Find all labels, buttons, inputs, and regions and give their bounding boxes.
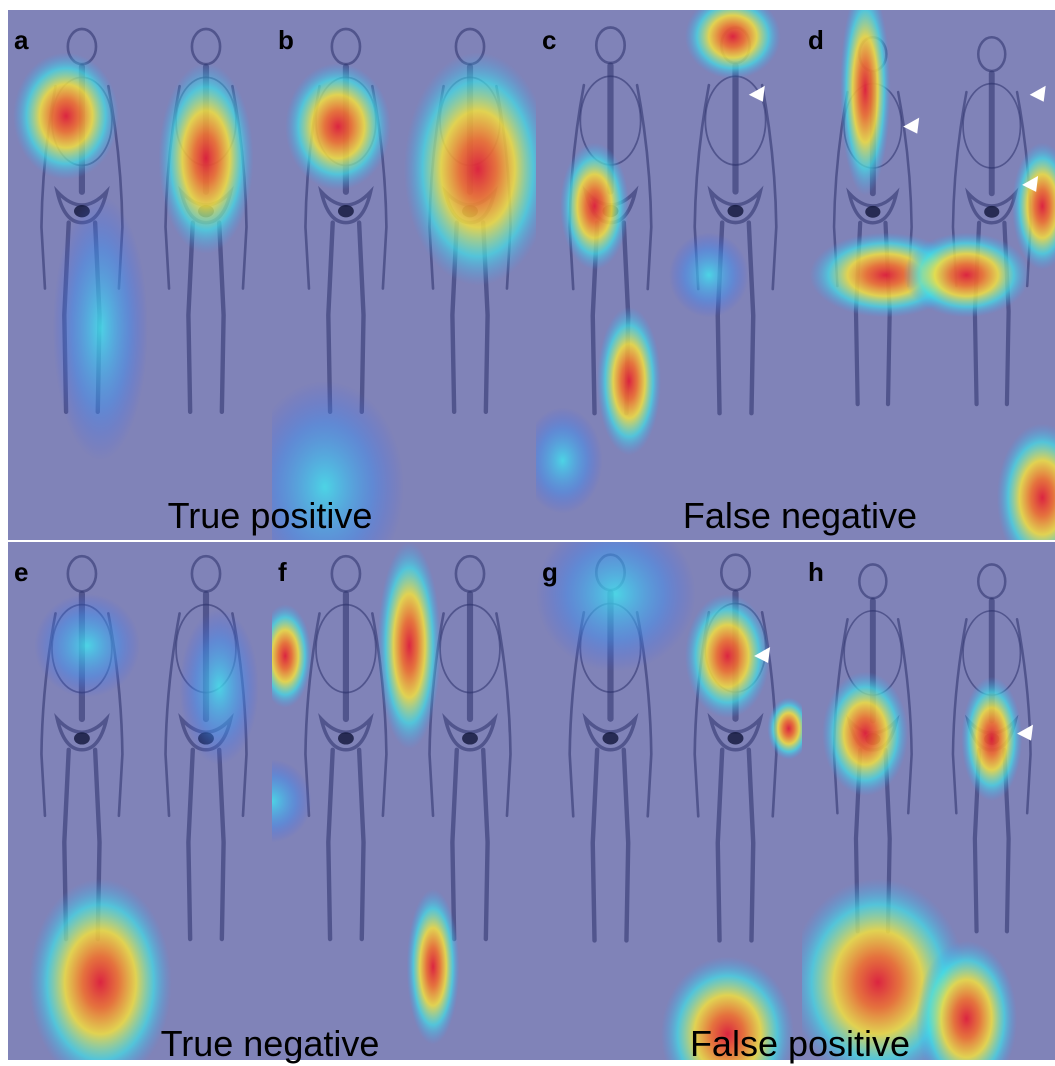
panel-content [8,10,272,540]
heat-region [996,423,1055,540]
arrowhead [1029,85,1046,102]
panel-label: e [14,557,28,587]
panel [272,10,536,540]
heat-region [285,63,391,191]
heat-region [597,306,662,456]
arrowhead [754,646,771,663]
arrowhead [1017,724,1034,741]
panel-content [272,10,536,540]
heat-region [158,62,254,254]
heat-region [272,604,312,708]
heat-region [839,10,891,196]
panel-content [536,542,802,1060]
heat-region [52,195,148,461]
heat-region [903,232,1030,318]
heat-region [684,10,781,79]
labels: a b c d e f g h True positive False negative True … [14,25,917,1064]
heat-region [13,52,119,180]
heat-region [915,940,1018,1060]
heat-region [767,697,802,760]
heat-region [684,593,771,719]
panel-label: h [808,557,824,587]
caption: False negative [683,495,917,536]
heat-region [1011,142,1055,270]
caption: False positive [690,1023,910,1064]
heat-region [377,542,441,750]
panel-label: f [278,557,287,587]
panel [536,542,802,1060]
heat-region [536,542,696,672]
heat-region [179,609,259,765]
arrowhead [1022,175,1039,192]
panel-label: b [278,25,294,55]
panel-label: d [808,25,824,55]
panel-label: g [542,557,558,587]
heat-region [559,142,630,270]
panel [8,542,272,1060]
heat-region [404,52,536,286]
heat-region [669,232,749,318]
heat-region [272,759,312,843]
heat-region [536,407,603,514]
heat-region [822,671,909,796]
heat-region [961,676,1023,802]
panel-content [536,10,802,540]
panel [802,542,1055,1060]
arrowhead [903,117,920,134]
heat-region [29,878,172,1060]
panel [802,10,1055,540]
panel [272,542,536,1060]
panel-content [802,542,1055,1060]
panel [8,10,272,540]
heat-region [34,593,141,698]
caption: True negative [161,1023,380,1064]
arrowhead [748,85,765,102]
panel-content [802,10,1055,540]
caption: True positive [168,495,373,536]
panels [8,10,1055,1060]
panel-content [272,542,536,1060]
heat-region [272,381,404,540]
heat-region [406,889,460,1045]
panel-label: c [542,25,556,55]
panel-label: a [14,25,29,55]
panel-content [8,542,272,1060]
heat-region [661,956,794,1060]
panel [536,10,802,540]
